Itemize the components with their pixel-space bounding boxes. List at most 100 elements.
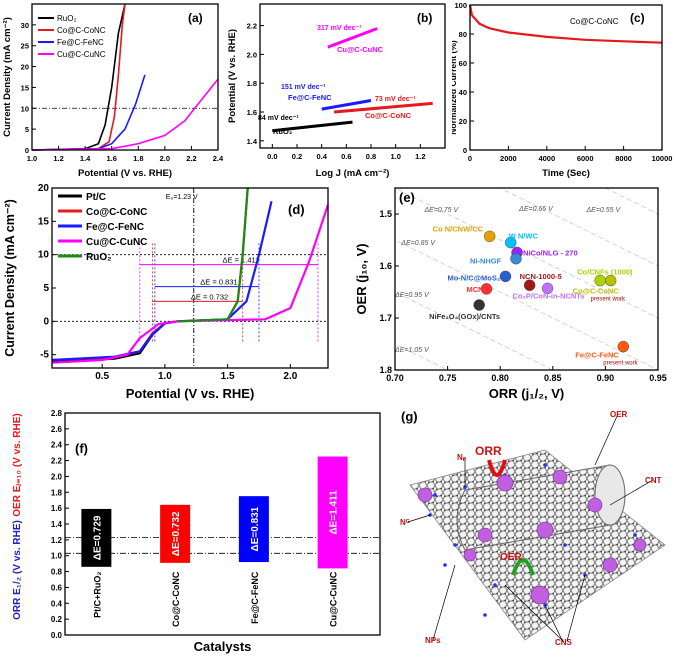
scatter-point: [604, 274, 617, 287]
x-tick-label: 0.5: [95, 371, 109, 382]
nanoparticle: [536, 521, 554, 539]
series-label: RuO₂: [273, 127, 292, 136]
callout-line: [407, 514, 431, 523]
diagonal-label: ΔE=0.75 V: [423, 207, 459, 214]
y-tick-label: 5: [25, 125, 29, 134]
y-tick-label: 2.2: [51, 457, 63, 466]
x-tick-label: 0.95: [649, 373, 667, 383]
scatter-point: [541, 282, 554, 295]
x-axis-label: Log J (mA cm⁻²): [316, 168, 390, 179]
point-label: Co@C-CoNC: [573, 287, 620, 296]
bar-label: ΔE=1.411: [329, 490, 340, 535]
x-tick-label: 0.70: [386, 373, 404, 383]
callout-line: [504, 584, 564, 642]
scatter-point: [483, 230, 496, 243]
callout-line: [609, 479, 654, 506]
plot-frame: [51, 187, 329, 369]
orr-label: ORR: [475, 444, 502, 458]
panel-label: (d): [288, 202, 305, 217]
point-label: Mo-N/C@MoS₂: [447, 273, 500, 282]
y-tick-label: -5: [40, 350, 49, 361]
tafel-line-2: [333, 101, 433, 114]
category-label: Fe@C-FeNC: [250, 571, 260, 624]
diagonal-lines: [395, 188, 658, 370]
category-label: Co@C-CoNC: [171, 571, 181, 627]
panel-f: ΔE=0.729 Pt/C+RuO₂ ΔE=0.732 Co@C-CoNC ΔE=0.8…: [12, 409, 381, 654]
legend-entry: Pt/C: [86, 192, 106, 203]
tafel-line-0: [327, 27, 378, 49]
callout-line: [544, 604, 564, 643]
panel-g: ORR OER OER CNT Nₚ Nᴳ NPs CNS (g): [400, 409, 666, 647]
panel-d: ΔE = 0.732 ΔE = 0.831 ΔE = 1.411 0.5 1.0 1.5 2…: [3, 183, 330, 401]
slope-label: 151 mV dec⁻¹: [281, 84, 326, 91]
y-tick-label: 1.2: [51, 536, 63, 545]
y-tick-label: 1.6: [379, 261, 392, 271]
panel-c: 0 2000 4000 6000 8000 10000 0 20 40 60 80 100 Time (…: [452, 1, 672, 179]
bar-label: ΔE=0.729: [92, 515, 103, 560]
scatter-point: [523, 279, 536, 291]
x-tick-label: 0.80: [491, 373, 509, 383]
y-tick-label: 2.8: [51, 409, 63, 418]
y-tick-label: 25: [21, 42, 29, 51]
y-tick-label: 1.4: [51, 520, 63, 529]
y-axis-label-orr: ORR E₁/₂ (V vs. RHE): [12, 520, 23, 620]
x-tick-label: 0.8: [366, 152, 376, 161]
polarization-line-3: [51, 204, 330, 364]
nitrogen-atom: [443, 563, 447, 567]
plot-frame: [259, 3, 446, 149]
delta-label: ΔE = 0.831: [200, 278, 237, 287]
y-tick-label: 0: [463, 146, 467, 155]
polarization-line-1: [51, 187, 249, 362]
x-tick-label: 0.0: [267, 152, 277, 161]
point-label: Ni-NHGF: [470, 257, 502, 266]
y-tick-label: 1.0: [51, 552, 63, 561]
nitrogen-atom: [483, 613, 487, 617]
x-axis-label: ORR (j₁/₂, V): [489, 386, 564, 401]
x-tick-label: 2000: [500, 154, 517, 163]
point-label: Co N/CNW/CC: [433, 224, 484, 233]
nanoparticle: [587, 497, 603, 513]
y-tick-label: 10: [38, 250, 50, 261]
e0-label: E₀=1.23 V: [166, 194, 198, 201]
y-tick-label: 5: [43, 283, 49, 294]
nanotube-end: [594, 464, 626, 526]
slope-label: 84 mV dec⁻¹: [258, 115, 299, 122]
category-label: Cu@C-CuNC: [329, 571, 339, 627]
delta-bar: [81, 508, 112, 567]
y-tick-label: 100: [454, 1, 467, 10]
x-tick-label: 2.2: [186, 154, 196, 163]
y-axis-label: OER (j₁₀, V): [354, 243, 369, 314]
diagonal-line: [395, 188, 658, 319]
series-label: Fe@C-FeNC: [288, 93, 332, 102]
legend-entry: RuO₂: [57, 14, 77, 23]
y-tick-label: 20: [21, 63, 29, 72]
x-tick-label: 0.2: [292, 152, 302, 161]
panel-a: 1.0 1.2 1.4 1.6 1.8 2.0 2.2 2.4 0 5 10 15 20 25 30 Pote…: [2, 3, 224, 179]
x-tick-label: 0.6: [341, 152, 351, 161]
x-tick-label: 1.2: [53, 154, 63, 163]
callout-label: Nₚ: [457, 453, 467, 462]
callout-line: [594, 413, 619, 466]
bar-label: ΔE=0.831: [250, 506, 261, 551]
x-tick-label: 2.0: [160, 154, 170, 163]
callout-label: NPs: [425, 636, 441, 645]
diagonal-label: ΔE=0.95 V: [394, 292, 430, 299]
y-tick-label: 1.8: [51, 488, 63, 497]
stability-line: [468, 4, 663, 44]
point-note: present work: [603, 361, 638, 367]
y-tick-label: 1.4: [247, 137, 258, 146]
delta-bar: [160, 504, 191, 563]
y-tick-label: 20: [38, 183, 50, 194]
legend-entry: Co@C-CoNC: [57, 26, 106, 35]
diagonal-label: ΔE=0.55 V: [585, 207, 621, 214]
panel-label: (g): [401, 409, 418, 424]
tafel-line-3: [272, 120, 353, 133]
series-label: Cu@C-CuNC: [337, 45, 384, 54]
oer-arrow: [511, 558, 535, 576]
y-tick-label: 2.0: [247, 50, 257, 59]
x-tick-label: 1.6: [106, 154, 116, 163]
y-tick-label: 2.2: [247, 22, 257, 31]
y-tick-label: 15: [21, 83, 29, 92]
diagonal-label: ΔE=0.65 V: [518, 206, 554, 213]
legend-entry: Cu@C-CuNC: [57, 50, 106, 59]
